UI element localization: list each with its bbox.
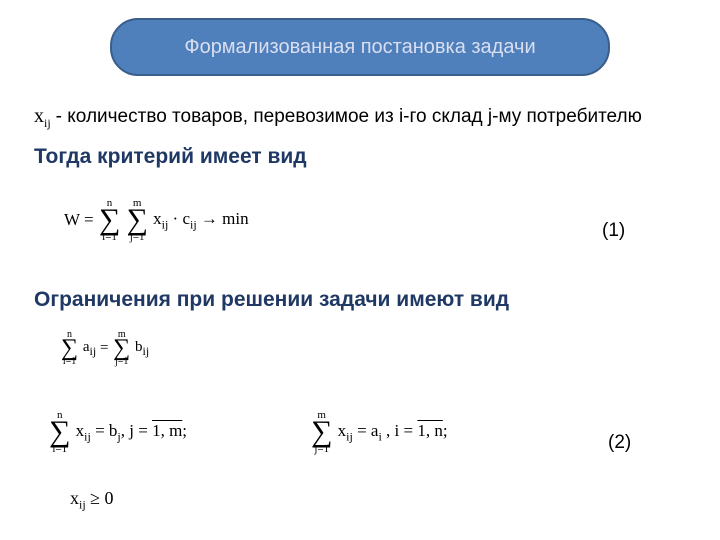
equation-balance: n ∑ i=1 aij = m ∑ j=1 bij [60,330,149,367]
equation-row-supply: n ∑ i=1 xij = bj, j = 1, m; [48,410,187,455]
equation-col-demand: m ∑ j=1 xij = ai , i = 1, n; [310,410,448,455]
title-box: Формализованная постановка задачи [110,18,610,76]
equation-objective: W = n ∑ i=1 m ∑ j=1 xij · cij → min [64,198,249,243]
variable-symbol: xij [34,105,56,127]
variable-desc: - количество товаров, перевозимое из i-г… [56,106,642,127]
equation-label-2: (2) [608,432,631,454]
sigma-icon: m ∑ j=1 [311,410,332,455]
variable-definition: xij - количество товаров, перевозимое из… [34,105,642,131]
heading-constraints: Ограничения при решении задачи имеют вид [34,288,509,312]
sigma-icon: n ∑ i=1 [99,198,120,243]
title-text: Формализованная постановка задачи [184,36,535,59]
sigma-icon: n ∑ i=1 [61,330,78,367]
sigma-icon: m ∑ j=1 [126,198,147,243]
sigma-icon: n ∑ i=1 [49,410,70,455]
heading-criterion: Тогда критерий имеет вид [34,145,307,169]
sigma-icon: m ∑ j=1 [113,330,130,367]
equation-nonneg: xij ≥ 0 [70,488,114,513]
equation-label-1: (1) [602,220,625,242]
